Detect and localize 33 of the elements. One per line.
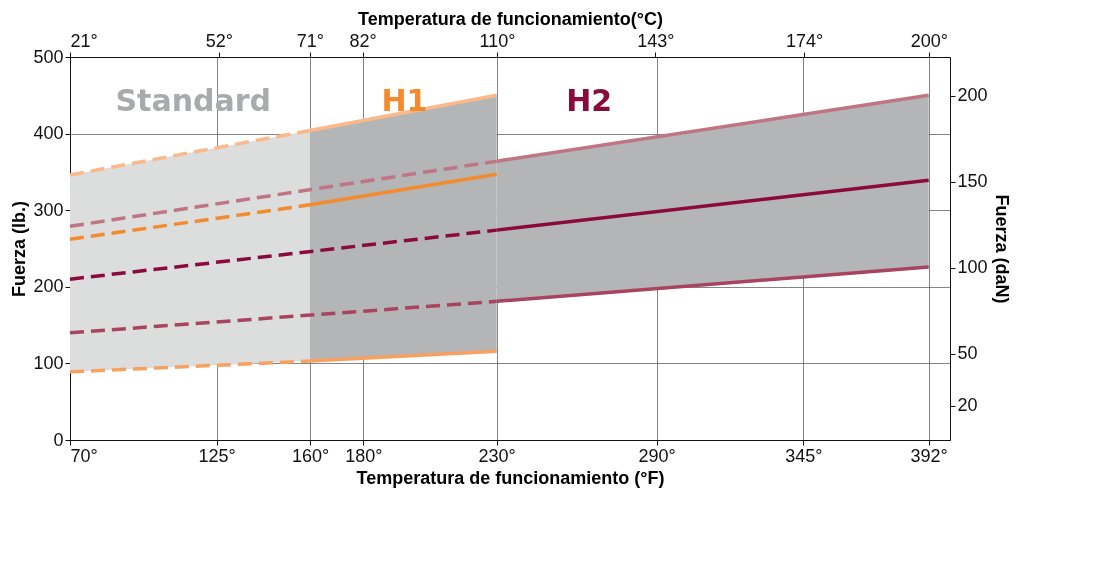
y-tick-label: 200 bbox=[33, 276, 64, 297]
annotation: H1 bbox=[381, 83, 428, 118]
annotation: H2 bbox=[566, 83, 613, 118]
x2-tick-label: 174° bbox=[786, 30, 824, 51]
y2-axis-title: Fuerza (daN) bbox=[991, 194, 1012, 304]
y2-tick-label: 100 bbox=[957, 257, 988, 278]
x-tick-label: 230° bbox=[478, 445, 516, 466]
y2-tick-label: 150 bbox=[957, 171, 988, 192]
x-tick-label: 290° bbox=[638, 445, 676, 466]
y-tick-label: 100 bbox=[33, 352, 64, 373]
x-tick-label: 345° bbox=[785, 445, 823, 466]
x2-tick-label: 200° bbox=[910, 30, 948, 51]
x2-tick-label: 52° bbox=[205, 30, 233, 51]
x2-tick-label: 21° bbox=[70, 30, 98, 51]
y-tick-label: 400 bbox=[33, 123, 64, 144]
x-axis-title: Temperatura de funcionamiento (°F) bbox=[356, 467, 665, 488]
x-tick-label: 392° bbox=[910, 445, 948, 466]
y2-tick-label: 50 bbox=[957, 343, 978, 364]
y-tick-label: 0 bbox=[53, 429, 64, 450]
x-tick-label: 160° bbox=[291, 445, 330, 466]
x2-tick-label: 82° bbox=[349, 30, 377, 51]
x2-tick-label: 143° bbox=[637, 30, 675, 51]
y-tick-label: 300 bbox=[33, 199, 64, 220]
x-tick-label: 125° bbox=[198, 445, 236, 466]
y2-tick-label: 20 bbox=[957, 395, 978, 416]
x2-tick-label: 71° bbox=[296, 30, 325, 51]
y2-tick-label: 200 bbox=[957, 85, 988, 106]
x-tick-label: 180° bbox=[345, 445, 383, 466]
y-axis-title: Fuerza (lb.) bbox=[9, 200, 30, 298]
x2-axis-title: Temperatura de funcionamiento(°C) bbox=[358, 8, 663, 29]
y-tick-label: 500 bbox=[33, 46, 64, 67]
x-tick-label: 70° bbox=[70, 445, 98, 466]
x2-tick-label: 110° bbox=[479, 30, 516, 51]
